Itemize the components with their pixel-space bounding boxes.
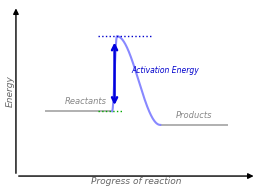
Y-axis label: Energy: Energy [6, 75, 15, 107]
Text: Activation Energy: Activation Energy [131, 66, 199, 75]
Text: Reactants: Reactants [65, 97, 107, 106]
X-axis label: Progress of reaction: Progress of reaction [91, 177, 182, 186]
Text: Products: Products [176, 111, 212, 120]
